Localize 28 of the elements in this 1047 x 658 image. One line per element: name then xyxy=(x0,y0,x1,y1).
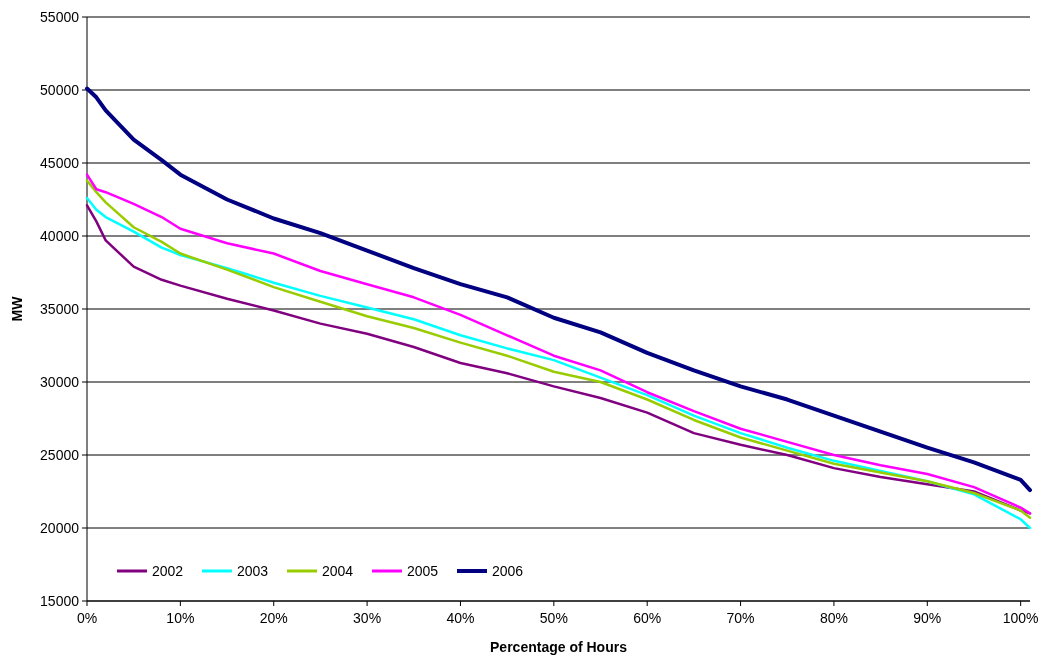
y-tick-label: 50000 xyxy=(40,81,80,98)
x-tick-label: 40% xyxy=(446,610,475,626)
y-tick-label: 35000 xyxy=(40,300,80,317)
legend-label: 2005 xyxy=(407,562,439,579)
y-tick-label: 15000 xyxy=(40,592,80,609)
legend-label: 2006 xyxy=(492,562,524,579)
y-tick-label: 25000 xyxy=(40,446,80,463)
x-tick-label: 70% xyxy=(726,610,755,626)
x-tick-label: 20% xyxy=(259,610,288,626)
y-tick-label: 30000 xyxy=(40,373,80,390)
line-series xyxy=(85,86,1032,493)
y-tick-label: 40000 xyxy=(40,227,80,244)
x-tick-label: 60% xyxy=(633,610,662,626)
y-axis-title: MW xyxy=(9,295,25,322)
x-tick-label: 10% xyxy=(166,610,195,626)
x-tick-label: 80% xyxy=(819,610,848,626)
legend-label: 2004 xyxy=(322,562,354,579)
x-tick-label: 0% xyxy=(76,610,98,626)
x-tick-label: 100% xyxy=(1002,610,1039,626)
x-axis-title: Percentage of Hours xyxy=(490,639,628,655)
y-tick-label: 45000 xyxy=(40,154,80,171)
x-tick-label: 90% xyxy=(913,610,942,626)
y-tick-label: 20000 xyxy=(40,519,80,536)
x-tick-label: 30% xyxy=(353,610,382,626)
x-tick-label: 50% xyxy=(539,610,568,626)
legend-label: 2002 xyxy=(152,562,184,579)
legend-label: 2003 xyxy=(237,562,269,579)
y-tick-label: 55000 xyxy=(40,8,80,25)
